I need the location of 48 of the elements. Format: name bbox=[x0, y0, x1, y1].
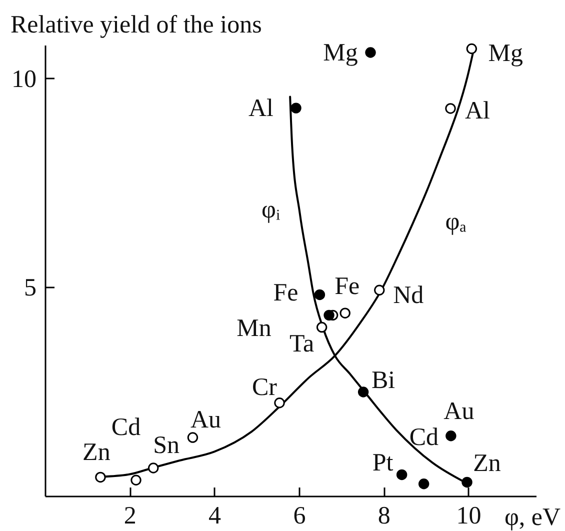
point bbox=[274, 398, 285, 408]
x-tick-label: 4 bbox=[208, 502, 222, 530]
annotation: Fe bbox=[334, 273, 360, 300]
point bbox=[445, 103, 456, 114]
point bbox=[95, 472, 106, 483]
annotation: Cd bbox=[111, 414, 142, 442]
point bbox=[418, 478, 430, 490]
annotation: Zn bbox=[82, 439, 111, 466]
point bbox=[462, 476, 472, 488]
point bbox=[316, 322, 328, 333]
annotation: Fe bbox=[273, 280, 298, 307]
point bbox=[358, 386, 369, 398]
point bbox=[446, 430, 456, 442]
annotation: φₐ bbox=[445, 208, 467, 236]
annotation: Ta bbox=[290, 330, 314, 358]
annotation: Au bbox=[190, 406, 222, 434]
point bbox=[314, 289, 326, 300]
point bbox=[148, 462, 159, 474]
annotation: Nd bbox=[393, 282, 424, 310]
annotation: Pt bbox=[372, 450, 394, 477]
point bbox=[130, 474, 142, 486]
annotation: Bi bbox=[371, 367, 396, 394]
point bbox=[374, 284, 385, 296]
annotation: Al bbox=[248, 95, 274, 122]
annotation: Au bbox=[444, 398, 475, 425]
point bbox=[340, 308, 350, 318]
point bbox=[324, 310, 334, 321]
annotation: Mn bbox=[236, 315, 272, 342]
annotation: Al bbox=[465, 97, 490, 124]
annotation: Zn bbox=[473, 450, 502, 478]
x-tick-label: 10 bbox=[456, 502, 482, 530]
x-tick-label: 2 bbox=[124, 502, 136, 530]
point bbox=[466, 43, 478, 54]
annotation: Cd bbox=[409, 424, 440, 451]
point bbox=[365, 47, 376, 58]
annotation: Mg bbox=[488, 40, 524, 67]
annotation: Sn bbox=[153, 432, 180, 460]
annotation: φᵢ bbox=[262, 196, 280, 224]
point bbox=[396, 469, 408, 480]
y-tick-label: 5 bbox=[24, 274, 36, 302]
point bbox=[187, 432, 198, 443]
annotation: Mg bbox=[323, 40, 358, 67]
annotation: Cr bbox=[252, 374, 278, 401]
y-axis-title: Relative yield of the ions bbox=[10, 12, 262, 38]
point bbox=[290, 102, 302, 114]
x-axis-title: φ, eV bbox=[504, 504, 561, 531]
x-tick-label: 8 bbox=[378, 502, 390, 530]
x-tick-label: 6 bbox=[293, 502, 306, 530]
